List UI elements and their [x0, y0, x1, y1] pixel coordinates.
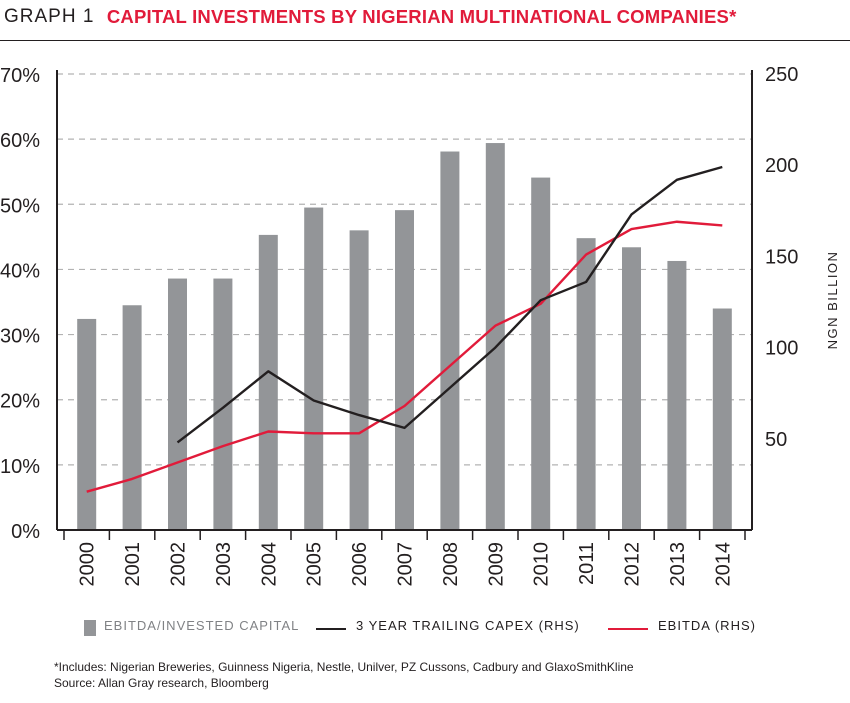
y-left-tick-label: 50% — [0, 195, 40, 217]
bar — [667, 260, 687, 530]
y-left-tick-label: 30% — [0, 326, 40, 348]
bar — [349, 230, 369, 531]
bar — [440, 151, 460, 530]
bar — [77, 318, 97, 530]
header-divider — [0, 40, 850, 41]
x-tick-label: 2000 — [77, 542, 99, 587]
y-right-tick-label: 50 — [765, 429, 787, 451]
bar — [258, 234, 278, 530]
y-right-tick-label: 250 — [765, 64, 798, 86]
x-tick-label: 2009 — [485, 542, 507, 587]
y-left-tick-label: 0% — [11, 521, 40, 543]
legend-capex-label: 3 YEAR TRAILING CAPEX (RHS) — [356, 618, 580, 633]
bar — [122, 305, 142, 530]
x-tick-label: 2014 — [712, 542, 734, 587]
bar — [531, 177, 551, 530]
legend-capex-swatch — [316, 628, 346, 630]
footnote-source: Source: Allan Gray research, Bloomberg — [54, 676, 269, 690]
x-tick-label: 2008 — [440, 542, 462, 587]
legend-ebitda-label: EBITDA (RHS) — [658, 618, 756, 633]
bar — [395, 210, 414, 531]
chart-title: CAPITAL INVESTMENTS BY NIGERIAN MULTINAT… — [106, 6, 737, 27]
x-tick-label: 2011 — [576, 542, 598, 585]
y-left-tick-label: 60% — [0, 130, 40, 152]
x-tick-label: 2005 — [304, 542, 326, 587]
bar — [576, 238, 596, 530]
y-left-tick-label: 40% — [0, 260, 40, 282]
graph-label: GRAPH 1 — [4, 6, 95, 27]
legend-ebitda-swatch — [608, 628, 648, 630]
x-tick-label: 2013 — [667, 542, 689, 587]
bar — [622, 247, 641, 530]
chart-header: GRAPH 1 CAPITAL INVESTMENTS BY NIGERIAN … — [4, 6, 846, 32]
bar — [485, 143, 505, 530]
bar — [168, 278, 187, 530]
y-right-tick-label: 150 — [765, 246, 798, 268]
legend-bar-swatch — [84, 620, 96, 636]
legend-bar-label: EBITDA/INVESTED CAPITAL — [104, 618, 300, 633]
x-tick-label: 2002 — [168, 542, 190, 587]
footnote-includes: *Includes: Nigerian Breweries, Guinness … — [54, 660, 634, 674]
x-tick-label: 2006 — [349, 542, 371, 587]
capex-line — [176, 165, 723, 444]
x-tick-label: 2012 — [622, 542, 644, 587]
chart-canvas: 0% 10% 20% 30% 40% 50% 60% 70% 50 100 150 200 250 NGN… — [0, 64, 840, 587]
y-right-tick-label: 200 — [765, 155, 798, 177]
bar — [712, 308, 732, 530]
x-tick-label: 2010 — [531, 542, 553, 587]
y-left-tick-label: 20% — [0, 391, 40, 413]
x-tick-label: 2004 — [258, 542, 280, 587]
bar — [304, 207, 324, 531]
bar — [213, 278, 233, 530]
x-tick-label: 2007 — [395, 542, 417, 587]
y-left-tick-label: 70% — [0, 65, 40, 87]
x-tick-label: 2001 — [122, 542, 144, 587]
x-tick-label: 2003 — [213, 542, 235, 587]
y-right-axis-label: NGN BILLION — [825, 251, 840, 350]
y-left-tick-label: 10% — [0, 456, 40, 478]
y-right-tick-label: 100 — [765, 338, 798, 360]
